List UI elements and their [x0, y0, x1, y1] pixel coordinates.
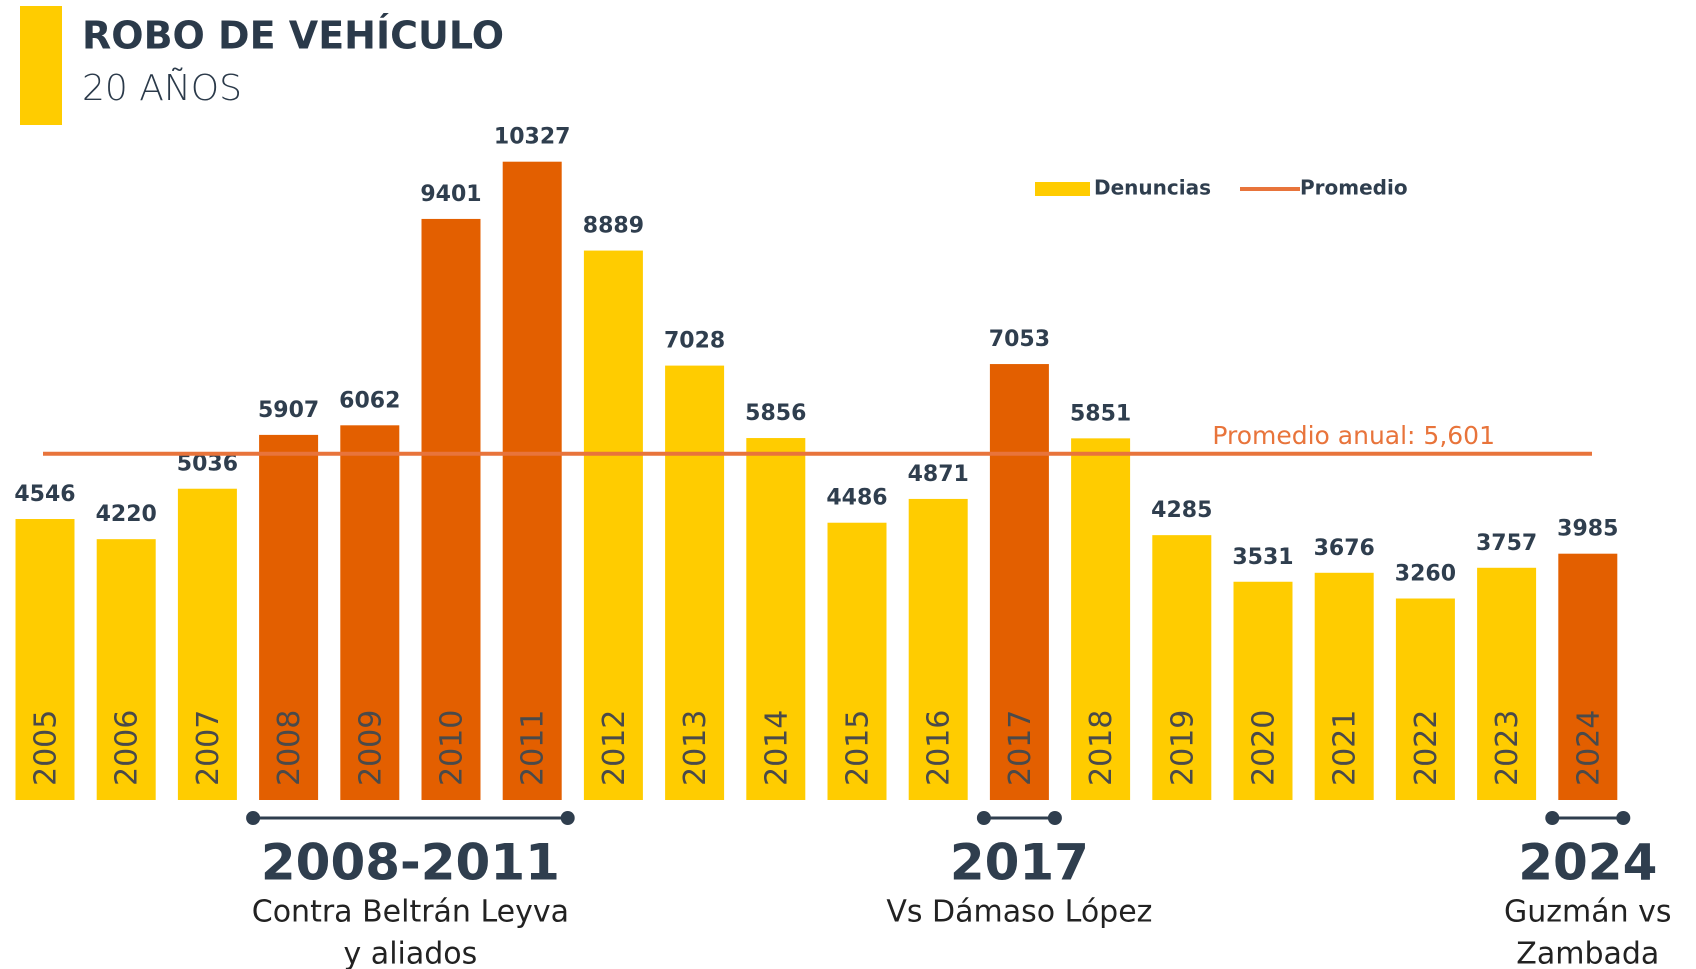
- bar: [259, 434, 319, 800]
- x-tick-label: 2018: [1084, 710, 1119, 786]
- bracket-end: [246, 811, 261, 825]
- bar: [502, 161, 562, 800]
- x-tick-label: 2014: [759, 710, 794, 786]
- chart-title: ROBO DE VEHÍCULO: [82, 14, 504, 58]
- value-label: 3260: [1395, 562, 1456, 587]
- bracket-end: [1047, 811, 1062, 825]
- bar: [827, 522, 887, 800]
- value-label: 3531: [1232, 545, 1293, 570]
- annotation-text: Guzmán vs: [1504, 895, 1672, 930]
- value-label: 5856: [745, 401, 806, 426]
- legend-swatch: [1035, 182, 1090, 196]
- value-label: 8889: [583, 214, 644, 239]
- bar: [1395, 598, 1455, 800]
- x-tick-label: 2008: [272, 710, 307, 786]
- annotation-text: Contra Beltrán Leyva: [252, 895, 569, 930]
- bar: [15, 519, 75, 800]
- bar: [1314, 572, 1374, 800]
- value-label: 4546: [14, 482, 75, 507]
- legend-label: Denuncias: [1094, 176, 1211, 200]
- value-label: 9401: [420, 182, 481, 207]
- annotation-text: y aliados: [344, 937, 478, 969]
- x-tick-label: 2006: [110, 710, 145, 786]
- x-tick-label: 2009: [353, 710, 388, 786]
- annotation-text: Zambada: [1516, 937, 1659, 969]
- x-tick-label: 2021: [1328, 710, 1363, 786]
- x-tick-label: 2007: [191, 710, 226, 786]
- x-tick-label: 2019: [1165, 710, 1200, 786]
- bar: [1477, 567, 1537, 800]
- annotation-text: Vs Dámaso López: [886, 895, 1152, 930]
- value-label: 3676: [1314, 536, 1375, 561]
- value-label: 4486: [826, 486, 887, 511]
- value-label: 3757: [1476, 531, 1537, 556]
- x-tick-label: 2024: [1571, 710, 1606, 786]
- annotation-title: 2008-2011: [261, 834, 560, 892]
- value-label: 6062: [339, 388, 400, 413]
- bar: [583, 250, 643, 801]
- value-label: 4871: [908, 462, 969, 487]
- bar: [1071, 438, 1131, 800]
- bar: [1558, 553, 1618, 800]
- bracket-end: [1616, 811, 1631, 825]
- bar: [665, 365, 725, 800]
- value-label: 5907: [258, 398, 319, 423]
- value-label: 4285: [1151, 498, 1212, 523]
- bar: [96, 539, 156, 800]
- x-tick-label: 2016: [922, 710, 957, 786]
- x-tick-label: 2012: [597, 710, 632, 786]
- value-label: 10327: [494, 125, 571, 150]
- x-tick-label: 2015: [841, 710, 876, 786]
- x-tick-label: 2017: [1003, 710, 1038, 786]
- bar: [908, 498, 968, 800]
- value-label: 3985: [1557, 517, 1618, 542]
- average-label: Promedio anual: 5,601: [1212, 421, 1495, 450]
- x-tick-label: 2010: [435, 710, 470, 786]
- value-label: 7053: [989, 327, 1050, 352]
- x-tick-label: 2011: [516, 710, 551, 786]
- x-tick-label: 2023: [1490, 710, 1525, 786]
- annotation-title: 2017: [950, 834, 1089, 892]
- value-label: 5851: [1070, 401, 1131, 426]
- bar: [340, 425, 400, 800]
- value-label: 4220: [96, 502, 157, 527]
- title-accent: [20, 6, 62, 125]
- bracket-end: [976, 811, 991, 825]
- x-tick-label: 2013: [678, 710, 713, 786]
- bar: [989, 364, 1049, 800]
- value-label: 7028: [664, 329, 725, 354]
- annotation-title: 2024: [1518, 834, 1657, 892]
- chart-subtitle: 20 AÑOS: [82, 67, 242, 109]
- bar: [746, 438, 806, 800]
- bar: [1233, 581, 1293, 800]
- bar: [421, 218, 481, 801]
- x-tick-label: 2022: [1409, 710, 1444, 786]
- legend-label: Promedio: [1300, 176, 1408, 200]
- bracket-end: [560, 811, 575, 825]
- bar: [177, 488, 237, 800]
- bracket-end: [1545, 811, 1560, 825]
- bar: [1152, 535, 1212, 800]
- value-label: 5036: [177, 452, 238, 477]
- x-tick-label: 2020: [1247, 710, 1282, 786]
- x-tick-label: 2005: [29, 710, 64, 786]
